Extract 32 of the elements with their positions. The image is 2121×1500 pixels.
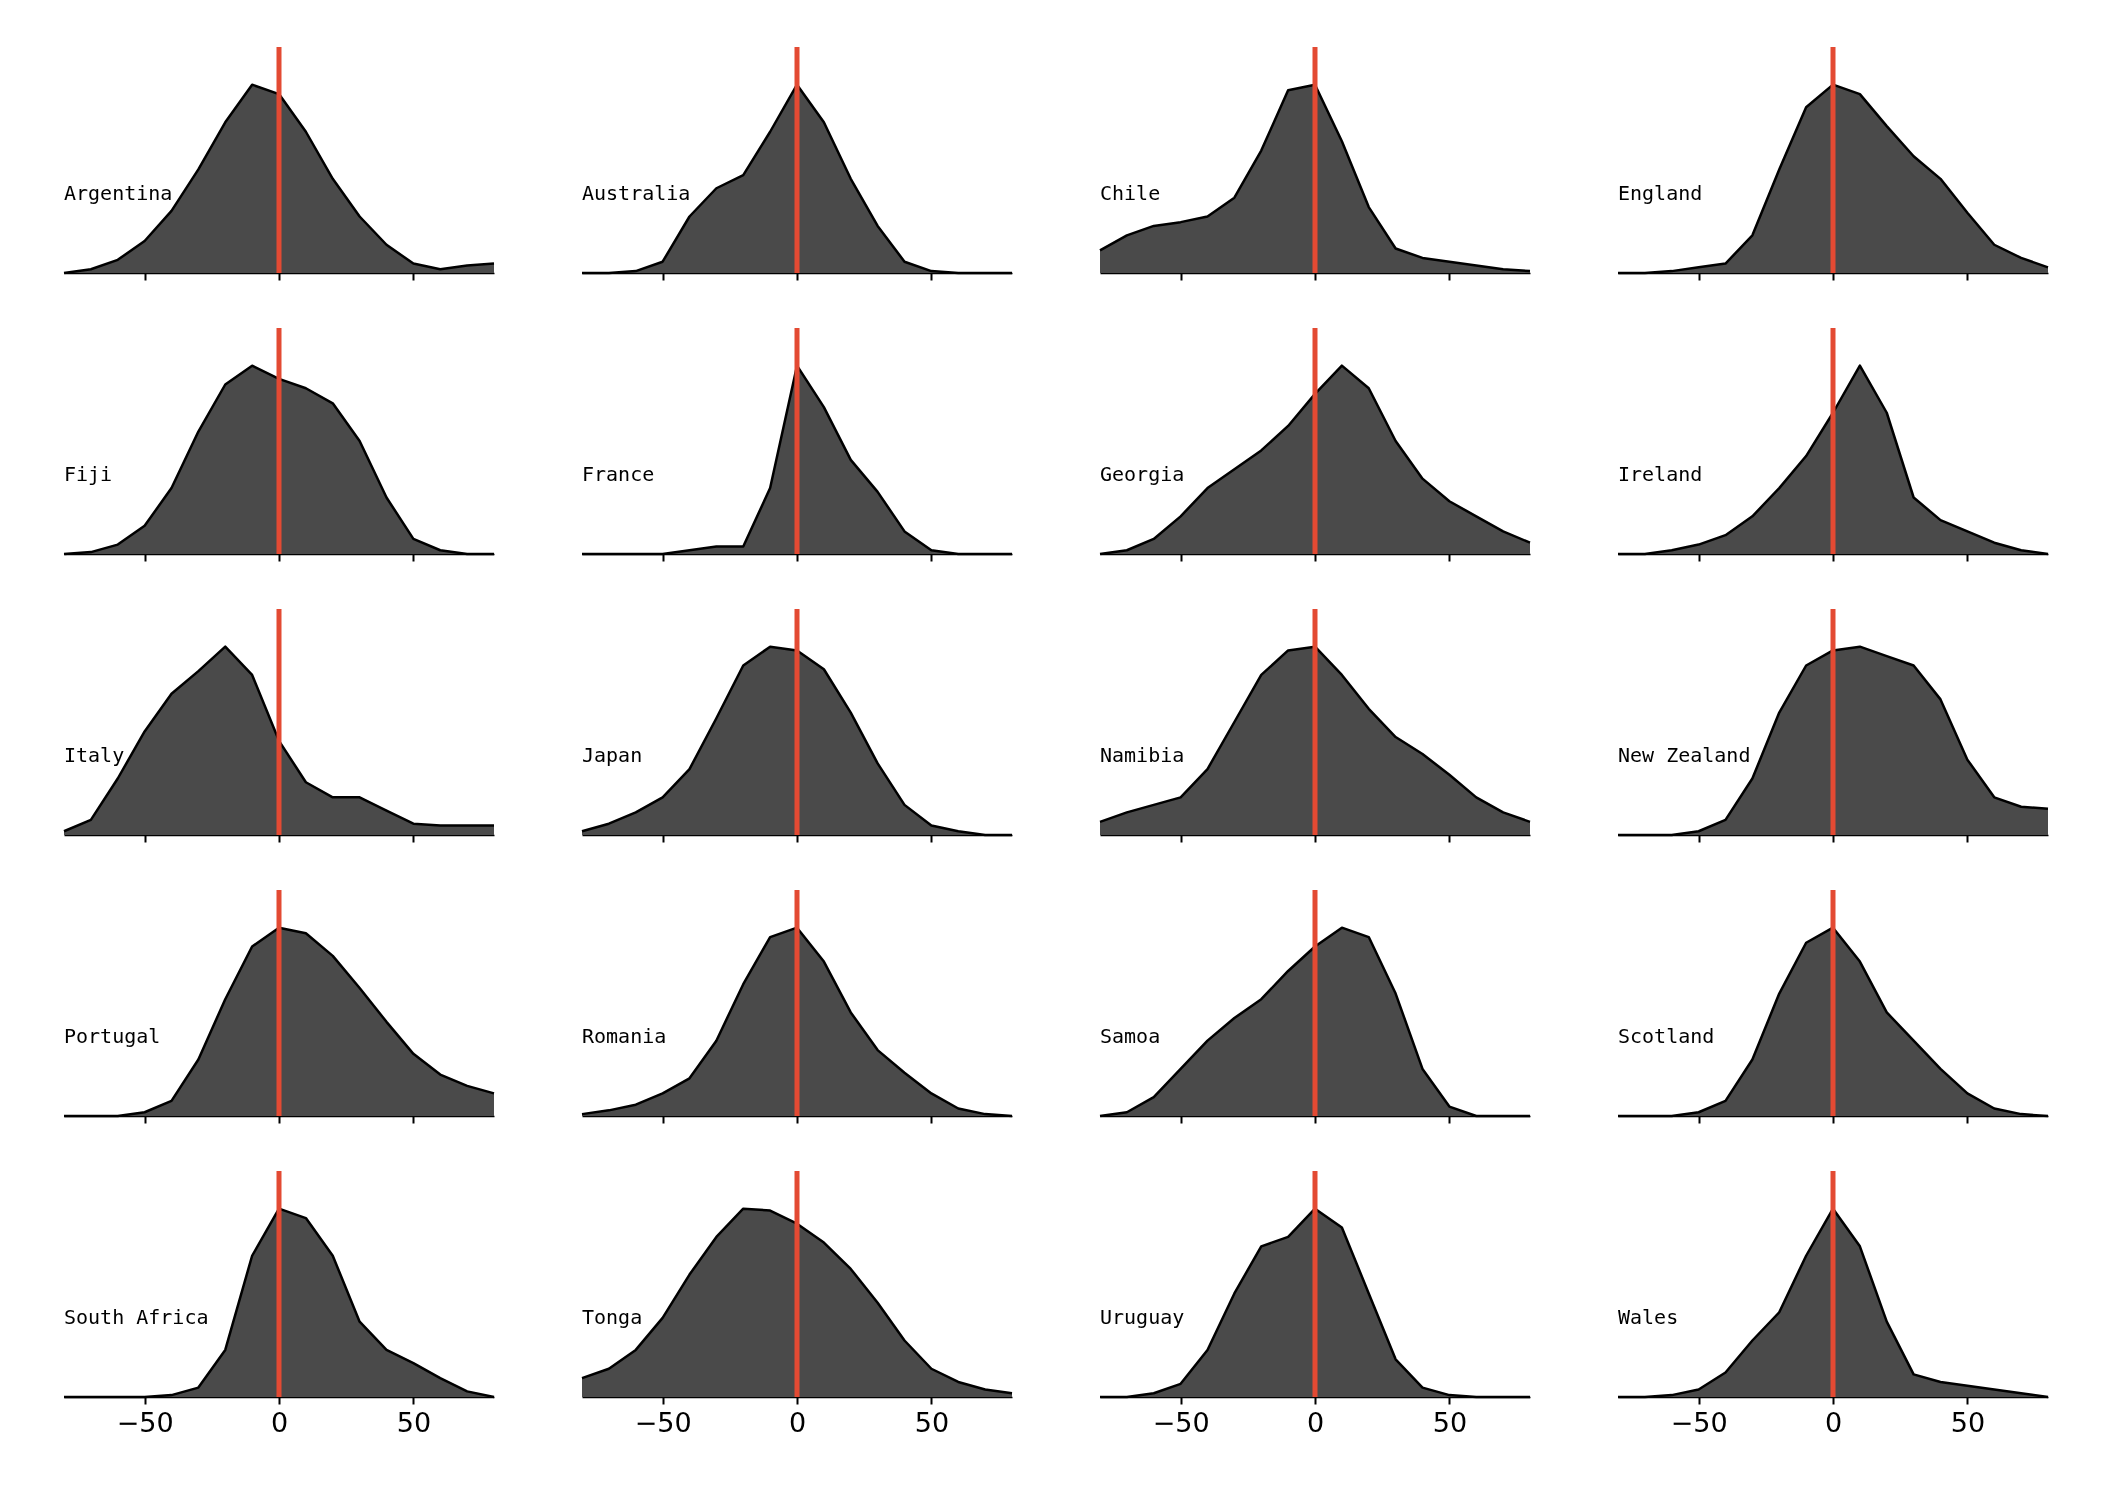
text: England	[1618, 180, 1703, 205]
text: South Africa	[64, 1304, 209, 1329]
text: Wales	[1618, 1304, 1679, 1329]
x-tick-label: 0	[788, 1406, 807, 1438]
x-tick-label: 0	[270, 1406, 289, 1438]
text: Uruguay	[1100, 1304, 1185, 1329]
text: Japan	[582, 742, 643, 767]
text: Fiji	[64, 461, 113, 486]
text: New Zealand	[1618, 742, 1751, 767]
text: Argentina	[64, 180, 173, 205]
text: Australia	[582, 180, 691, 205]
text: Italy	[64, 742, 125, 767]
text: Georgia	[1100, 461, 1185, 486]
x-tick-label: −50	[634, 1406, 692, 1438]
x-tick-label: 50	[396, 1406, 432, 1438]
text: Samoa	[1100, 1023, 1161, 1048]
text: France	[582, 461, 655, 486]
x-tick-label: 0	[1306, 1406, 1325, 1438]
x-tick-label: 0	[1824, 1406, 1843, 1438]
x-tick-label: 50	[1950, 1406, 1986, 1438]
x-tick-label: −50	[1670, 1406, 1728, 1438]
text: Scotland	[1618, 1023, 1715, 1048]
x-tick-label: 50	[914, 1406, 950, 1438]
x-tick-label: 50	[1432, 1406, 1468, 1438]
text: Romania	[582, 1023, 667, 1048]
x-tick-label: −50	[1152, 1406, 1210, 1438]
text: Portugal	[64, 1023, 161, 1048]
x-tick-label: −50	[116, 1406, 174, 1438]
text: Tonga	[582, 1304, 643, 1329]
text: Chile	[1100, 180, 1161, 205]
text: Namibia	[1100, 742, 1185, 767]
text: Ireland	[1618, 461, 1703, 486]
